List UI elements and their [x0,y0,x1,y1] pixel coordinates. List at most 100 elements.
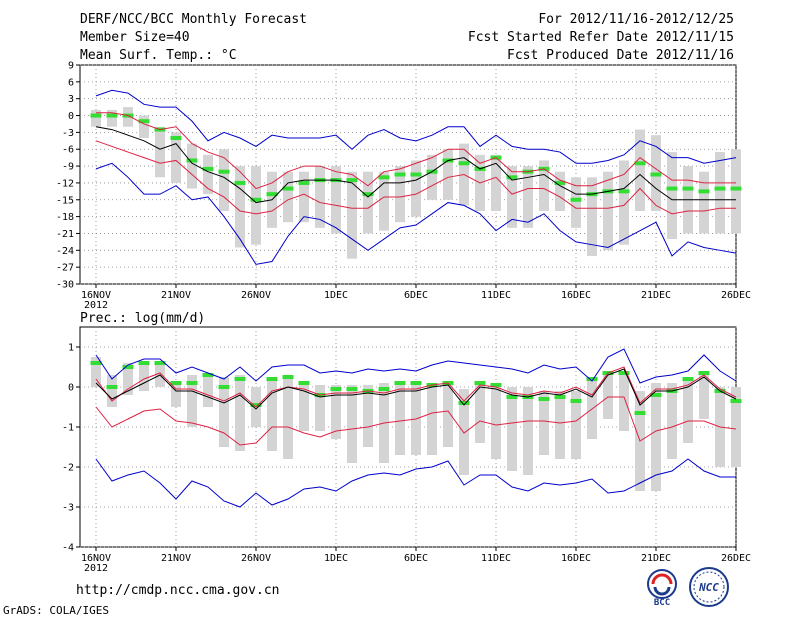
chart-title: DERF/NCC/BCC Monthly Forecast [80,12,307,27]
y-tick-label: 9 [68,61,74,72]
ensemble-box [219,149,229,211]
median-mark [538,397,550,401]
ensemble-box [651,383,661,491]
y-tick-label: 1 [68,343,74,354]
member-size: Member Size=40 [80,30,190,45]
source-url[interactable]: http://cmdp.ncc.cma.gov.cn [76,583,280,598]
ensemble-box [331,385,341,439]
x-tick-label: 16DEC [561,553,591,564]
ensemble-box [91,357,101,387]
x-tick-label: 26DEC [721,290,751,301]
y-tick-label: 3 [68,94,74,105]
median-mark [266,377,278,381]
y-tick-label: -24 [56,246,74,257]
median-mark [346,178,358,183]
median-mark [554,395,566,399]
median-mark [698,189,710,194]
ensemble-box [235,375,245,451]
range-line-upper [95,348,737,384]
median-mark [378,387,390,391]
ensemble-box [507,166,517,228]
y-tick-label: 0 [68,383,74,394]
ensemble-box [411,160,421,217]
ensemble-box [139,115,149,138]
median-mark [410,172,422,177]
ensemble-box [379,171,389,231]
ensemble-box [267,377,277,451]
median-mark [138,361,150,365]
ensemble-box [203,375,213,407]
x-tick-label: 26DEC [721,553,751,564]
ensemble-box [539,160,549,211]
median-mark [122,365,134,369]
median-mark [266,192,278,197]
median-mark [394,172,406,177]
median-mark [570,197,582,202]
median-mark [714,186,726,191]
ensemble-box [443,149,453,200]
ensemble-box [475,383,485,443]
ensemble-box [187,375,197,427]
median-mark [282,186,294,191]
median-mark [282,375,294,379]
ensemble-box [619,160,629,245]
x-tick-label: 1DEC [324,553,348,564]
median-mark [378,175,390,180]
bcc-logo-text: BCC [654,598,670,607]
median-mark [586,377,598,381]
ensemble-box [443,383,453,447]
ensemble-box [523,387,533,475]
ensemble-box [507,387,517,471]
median-mark [250,403,262,407]
spread-line-upper [96,112,736,190]
ensemble-box [667,152,677,240]
y-tick-label: -6 [62,145,74,156]
ensemble-box [395,383,405,455]
median-mark [170,136,182,140]
x-tick-label: 26NOV [241,290,271,301]
y-tick-label: -15 [56,195,74,206]
median-mark [730,186,742,191]
ensemble-box [299,381,309,431]
median-mark [650,393,662,397]
median-mark [186,158,198,163]
ensemble-mean-line [95,368,737,410]
median-mark [218,385,230,389]
median-mark [346,387,358,391]
median-mark [634,161,646,166]
ensemble-box [107,375,117,407]
y-tick-label: -12 [56,178,74,189]
ensemble-box [587,177,597,256]
spread-line-lower [95,140,736,215]
ensemble-box [699,171,709,234]
ensemble-box [715,152,725,234]
ensemble-box [283,171,293,223]
ensemble-box [363,171,373,234]
x-tick-label: 21NOV [161,553,191,564]
median-mark [234,377,246,381]
median-mark [458,401,470,405]
y-tick-label: -27 [56,263,74,274]
median-mark [250,197,262,202]
variable-label: Mean Surf. Temp.: °C [80,48,237,63]
ensemble-box [635,129,645,211]
ensemble-box [203,154,213,195]
ensemble-box [155,126,165,178]
ensemble-box [427,383,437,455]
ncc-logo-text: NCC [698,581,719,594]
y-tick-label: -3 [62,503,74,514]
median-mark [106,385,118,389]
ensemble-box [107,109,117,127]
ensemble-box [347,385,357,463]
median-mark [234,180,246,185]
median-mark [618,189,630,194]
x-tick-label: 1DEC [324,290,348,301]
ensemble-box [619,373,629,431]
median-mark [330,387,342,391]
ensemble-box [603,171,613,251]
ensemble-box [571,177,581,228]
y-tick-label: -21 [56,229,74,240]
median-mark [90,361,102,365]
x-tick-label: 26NOV [241,553,271,564]
median-mark [618,371,630,375]
